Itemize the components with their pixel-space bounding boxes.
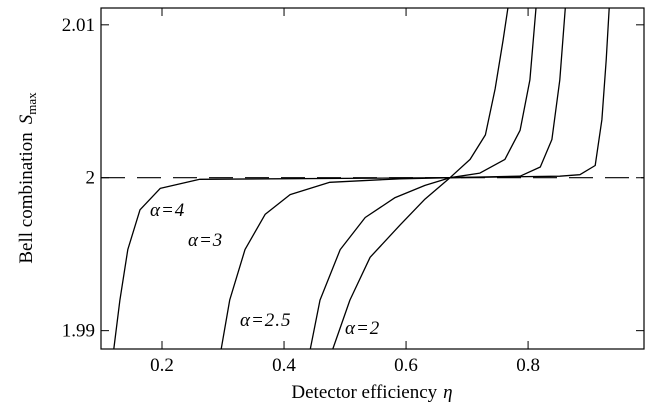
curve-label: α=4 — [150, 200, 185, 221]
x-axis-label-symbol: η — [443, 382, 452, 403]
curve — [332, 8, 509, 349]
x-tick-label: 0.8 — [516, 355, 540, 376]
y-tick-label: 2.01 — [62, 15, 95, 36]
y-axis-label-symbol: S — [16, 114, 37, 124]
x-axis-label: Detector efficiency η — [291, 382, 452, 403]
curve-label: α=3 — [188, 230, 223, 251]
x-tick-label: 0.2 — [150, 355, 174, 376]
curve — [309, 8, 537, 349]
curve — [113, 8, 610, 349]
y-tick-label: 1.99 — [62, 321, 95, 342]
x-tick-label: 0.4 — [272, 355, 296, 376]
plot-area — [101, 8, 644, 349]
x-tick-label: 0.6 — [394, 355, 418, 376]
y-axis-label: Bell combination Smax — [16, 92, 39, 264]
plot-frame — [100, 7, 645, 350]
curve-label: α=2.5 — [240, 310, 292, 331]
y-tick-label: 2 — [86, 168, 96, 189]
curve — [220, 8, 566, 349]
y-axis-label-subscript: max — [24, 92, 39, 115]
curve-label: α=2 — [345, 318, 380, 339]
x-axis-label-text: Detector efficiency — [291, 382, 437, 403]
y-axis-label-text: Bell combination — [16, 132, 37, 264]
